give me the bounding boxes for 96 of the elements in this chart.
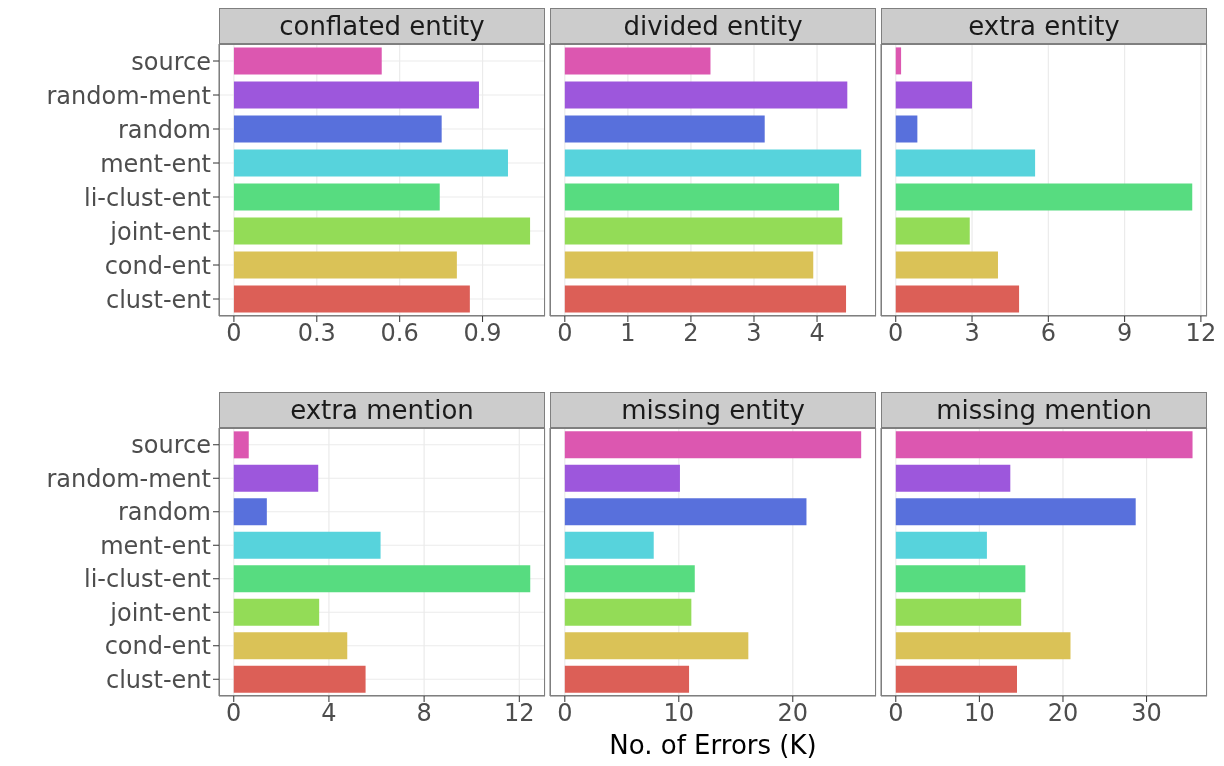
bar: [564, 598, 692, 626]
x-tick-label: 0: [226, 319, 242, 348]
bar: [564, 498, 807, 526]
x-tick-label: 0.9: [463, 319, 502, 348]
x-tick-label: 20: [777, 699, 809, 728]
bar: [564, 632, 749, 660]
bar: [895, 47, 902, 75]
bar: [895, 183, 1193, 211]
x-tick-label: 3: [964, 319, 980, 348]
x-tick-label: 4: [809, 319, 825, 348]
bar: [895, 251, 998, 279]
x-tick-label: 30: [1131, 699, 1162, 728]
bar: [895, 498, 1136, 526]
bar: [233, 217, 531, 245]
bar: [233, 598, 320, 626]
bar: [895, 531, 987, 559]
bar: [895, 149, 1036, 177]
bar: [233, 431, 249, 459]
x-tick-label: 12: [504, 699, 535, 728]
bar: [895, 285, 1020, 313]
bar: [233, 464, 319, 492]
x-tick-label: 0: [226, 699, 242, 728]
bar: [895, 565, 1026, 593]
x-tick-label: 0.3: [297, 319, 336, 348]
y-tick-label: source: [131, 431, 211, 460]
x-tick-label: 20: [1047, 699, 1079, 728]
x-tick-label: 3: [746, 319, 762, 348]
bar: [233, 183, 440, 211]
bar: [895, 115, 918, 143]
bar: [564, 47, 711, 75]
bar: [233, 251, 457, 279]
bar: [895, 632, 1071, 660]
y-tick-label: random: [117, 115, 211, 144]
x-tick-label: 10: [964, 699, 995, 728]
bar: [564, 464, 680, 492]
y-tick-label: li-clust-ent: [83, 565, 211, 594]
x-tick-label: 9: [1116, 319, 1133, 348]
x-tick-label: 4: [321, 699, 337, 728]
chart-title: missing entity: [621, 395, 805, 425]
bar: [233, 632, 348, 660]
chart-title: conflated entity: [279, 11, 485, 41]
chart-title: extra mention: [290, 395, 474, 425]
bar: [233, 47, 382, 75]
bar: [895, 217, 970, 245]
bar: [564, 149, 862, 177]
bar: [564, 285, 847, 313]
bar: [233, 115, 442, 143]
x-tick-label: 0: [557, 699, 573, 728]
y-tick-label: joint-ent: [109, 217, 211, 246]
bar: [564, 431, 862, 459]
y-tick-label: random: [117, 498, 211, 527]
x-tick-label: 0.6: [380, 319, 419, 348]
x-tick-label: 12: [1185, 319, 1217, 348]
chart-title: divided entity: [623, 11, 803, 41]
bar: [564, 183, 840, 211]
bar: [233, 531, 381, 559]
y-tick-label: li-clust-ent: [83, 183, 211, 212]
x-tick-label: 1: [620, 319, 636, 348]
y-tick-label: cond-ent: [104, 251, 211, 280]
bar: [564, 217, 843, 245]
bar: [564, 531, 654, 559]
y-tick-label: joint-ent: [109, 598, 211, 627]
bar: [233, 149, 508, 177]
x-tick-label: 8: [416, 699, 432, 728]
bar: [564, 665, 690, 693]
x-tick-label: 0: [557, 319, 573, 348]
bar: [895, 81, 973, 109]
x-tick-label: 0: [888, 319, 904, 348]
bar: [895, 464, 1011, 492]
y-tick-label: random-ment: [46, 464, 211, 493]
bar: [895, 431, 1193, 459]
bar: [564, 565, 695, 593]
y-tick-label: clust-ent: [105, 665, 211, 694]
bar: [233, 81, 479, 109]
x-tick-label: 2: [683, 319, 699, 348]
bar: [564, 115, 765, 143]
bar: [895, 665, 1017, 693]
chart-title: extra entity: [968, 11, 1120, 41]
x-tick-label: 6: [1040, 319, 1056, 348]
chart-title: missing mention: [936, 395, 1152, 425]
bar: [233, 665, 366, 693]
y-tick-label: source: [131, 47, 211, 76]
bar: [564, 81, 848, 109]
x-tick-label: 0: [888, 699, 904, 728]
y-tick-label: cond-ent: [104, 632, 211, 661]
bar: [233, 285, 470, 313]
bar: [233, 498, 267, 526]
x-axis-title: No. of Errors (K): [608, 730, 818, 760]
x-tick-label: 10: [663, 699, 695, 728]
y-tick-label: ment-ent: [100, 149, 211, 178]
bar: [233, 565, 531, 593]
y-tick-label: clust-ent: [105, 285, 211, 314]
y-tick-label: random-ment: [46, 81, 211, 110]
bar: [564, 251, 814, 279]
y-tick-label: ment-ent: [100, 531, 211, 560]
bar: [895, 598, 1022, 626]
